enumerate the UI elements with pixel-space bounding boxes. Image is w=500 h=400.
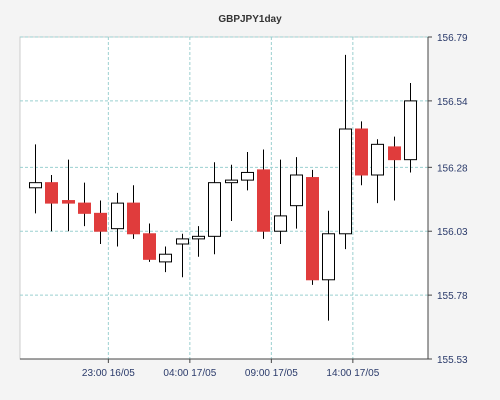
candle (388, 136, 401, 201)
candle-body-up (225, 179, 238, 184)
candle (78, 182, 91, 227)
y-tick-label: 156.03 (437, 227, 468, 238)
candle (29, 144, 42, 214)
candle-body-up (290, 174, 303, 207)
candle-body-down (94, 212, 107, 232)
candle (306, 169, 319, 285)
candle (62, 159, 75, 232)
candle-body-down (388, 146, 401, 161)
y-tick-label: 156.79 (437, 33, 468, 44)
x-tick-label: 14:00 17/05 (326, 368, 379, 379)
candle (241, 152, 254, 191)
x-tick-label: 04:00 17/05 (163, 368, 216, 379)
candle-body-down (127, 202, 140, 235)
candle (94, 200, 107, 244)
plot-area (19, 36, 429, 360)
candle (290, 157, 303, 229)
candle (127, 185, 140, 239)
y-axis-ticks: 156.79 156.54 156.28 156.03 155.78 155.53 (437, 33, 468, 366)
candle (143, 223, 156, 262)
candle-body-up (159, 253, 172, 263)
x-tick-label: 09:00 17/05 (245, 368, 298, 379)
candle-body-up (192, 235, 205, 240)
candle-body-down (257, 169, 270, 232)
candle-body-down (78, 202, 91, 214)
candle (355, 121, 368, 186)
candle-body-down (143, 233, 156, 260)
candle (192, 226, 205, 257)
candle (208, 162, 221, 255)
candle (371, 139, 384, 204)
candles (29, 54, 417, 321)
x-tick-label: 23:00 16/05 (82, 368, 135, 379)
candle-body-down (62, 200, 75, 204)
candle (404, 83, 417, 173)
candle (45, 175, 58, 232)
x-axis-ticks: 23:00 16/05 04:00 17/05 09:00 17/05 14:00 1… (82, 368, 380, 379)
candle-body-down (306, 177, 319, 281)
candle-body-up (241, 171, 254, 181)
candle (274, 159, 287, 244)
candle-body-down (45, 182, 58, 204)
candle-body-up (274, 215, 287, 232)
chart-title: GBPJPY1day (218, 14, 282, 25)
candle (111, 192, 124, 247)
candle-body-up (371, 143, 384, 176)
y-tick-label: 155.53 (437, 355, 468, 366)
y-tick-label: 156.54 (437, 97, 468, 108)
candle (339, 54, 352, 250)
candle-body-up (208, 182, 221, 237)
candle-body-up (111, 202, 124, 230)
candle-body-up (176, 238, 189, 245)
candle (225, 164, 238, 221)
candle-body-down (355, 128, 368, 176)
candle (257, 149, 270, 239)
candle (176, 233, 189, 278)
candle-body-up (339, 128, 352, 235)
candle-body-up (322, 233, 335, 281)
y-tick-label: 156.28 (437, 163, 468, 174)
y-tick-label: 155.78 (437, 291, 468, 302)
axes (20, 36, 432, 363)
candle-body-up (29, 182, 42, 189)
candle (159, 246, 172, 273)
candle (322, 210, 335, 321)
candle-body-up (404, 100, 417, 161)
